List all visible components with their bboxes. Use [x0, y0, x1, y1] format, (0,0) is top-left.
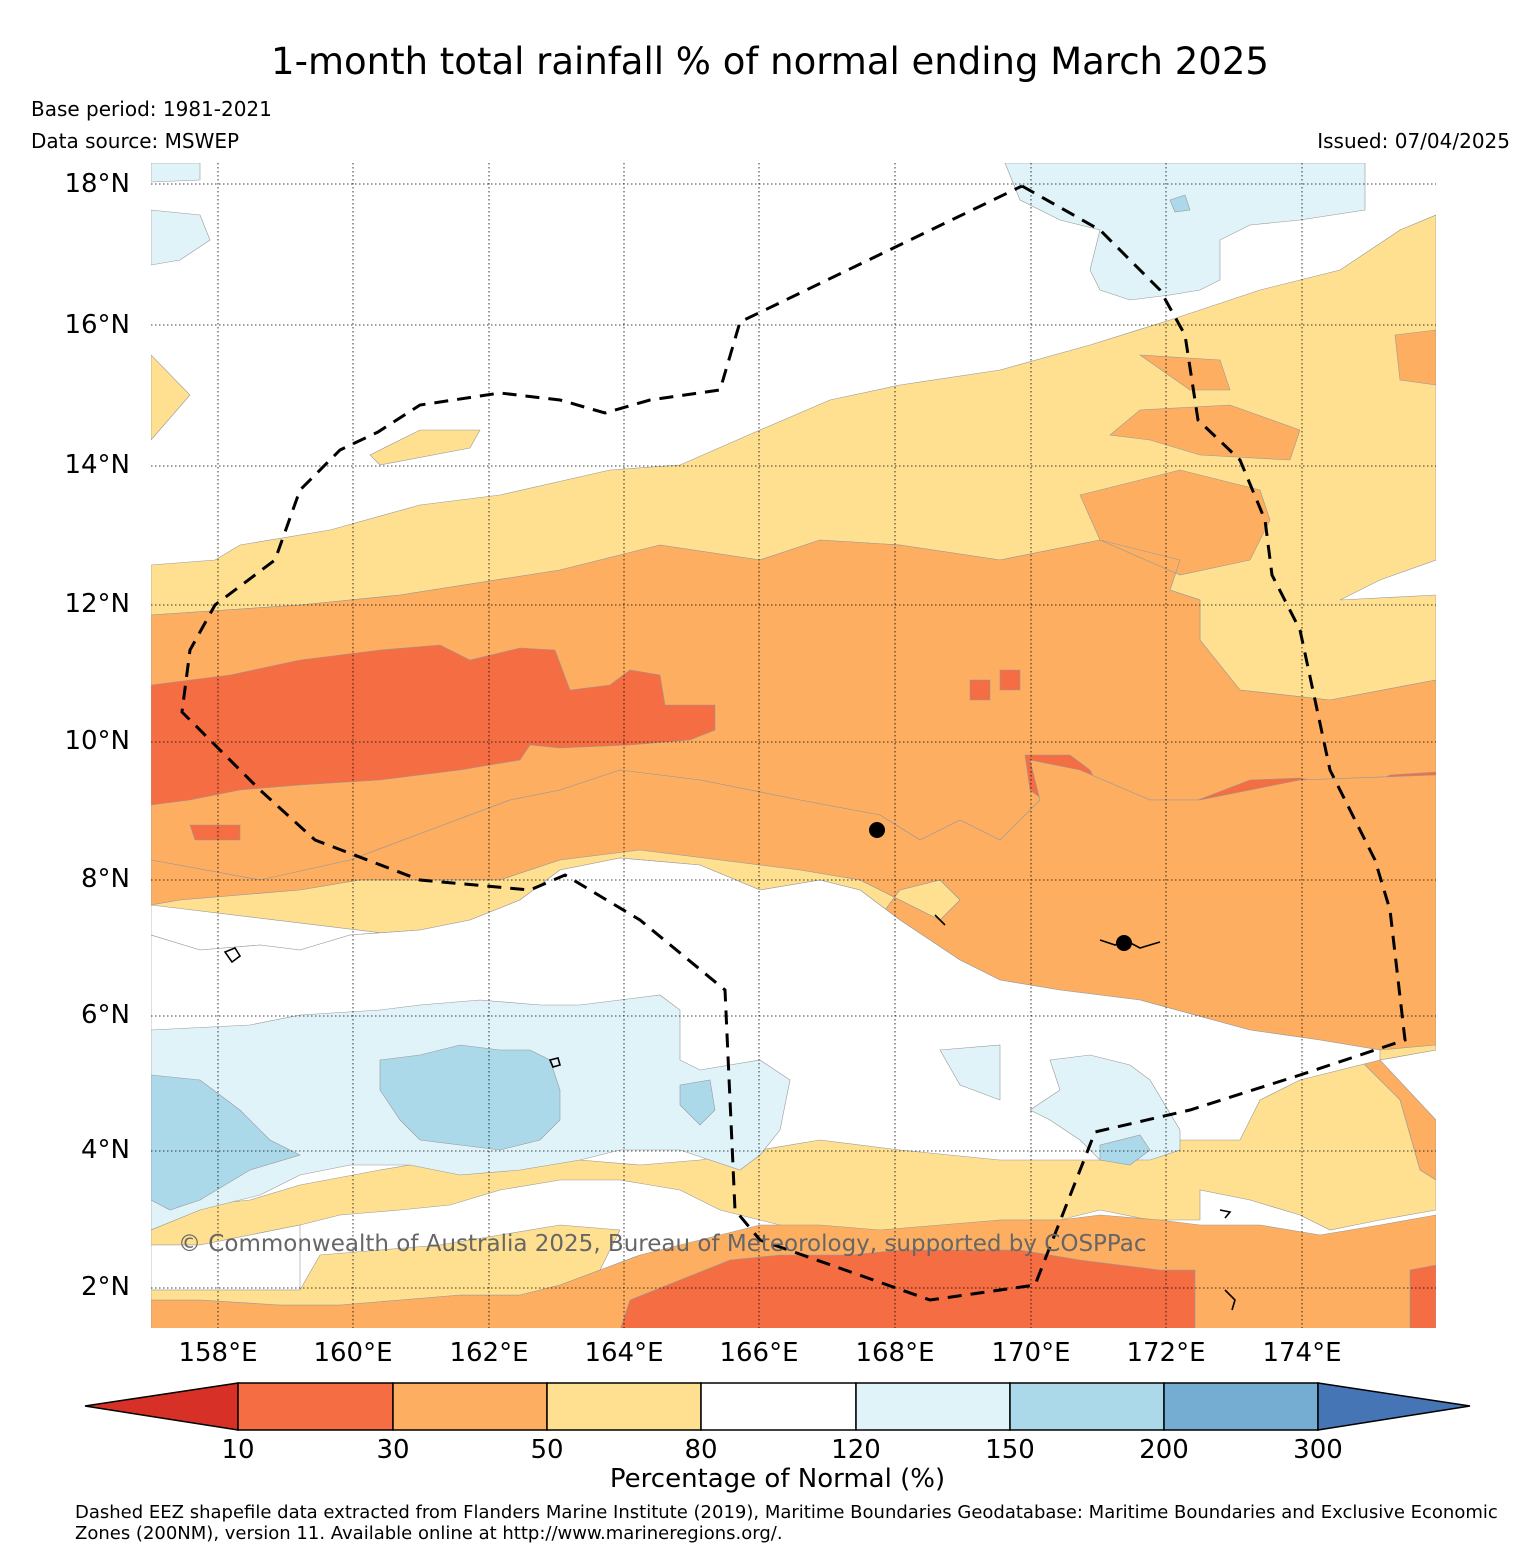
lon-label: 162°E	[449, 1338, 529, 1368]
lon-label: 164°E	[584, 1338, 664, 1368]
data-source: Data source: MSWEP	[31, 129, 240, 153]
eez-boundary	[180, 184, 1407, 1302]
band-150-200-lower	[151, 194, 1191, 1211]
colorbar-extend-low	[84, 1382, 239, 1431]
colorbar-extend-high	[1317, 1382, 1471, 1431]
lat-label: 2°N	[81, 1272, 130, 1302]
lon-label: 174°E	[1262, 1338, 1342, 1368]
colorbar-bin	[855, 1382, 1011, 1431]
lon-label: 168°E	[855, 1338, 935, 1368]
band-50-80-south	[151, 1224, 621, 1306]
colorbar-label: Percentage of Normal (%)	[609, 1464, 946, 1494]
colorbar-bin	[392, 1382, 548, 1431]
lon-label: 160°E	[313, 1338, 393, 1368]
base-period: Base period: 1981-2021	[31, 97, 272, 121]
colorbar-tick: 50	[530, 1435, 564, 1465]
colorbar-bin	[700, 1382, 857, 1431]
lat-label: 18°N	[64, 169, 130, 199]
lat-label: 12°N	[64, 589, 130, 619]
colorbar-tick: 200	[1139, 1435, 1189, 1465]
lat-label: 10°N	[64, 726, 130, 756]
eez-credit: Dashed EEZ shapefile data extracted from…	[75, 1502, 1498, 1544]
location-marker	[869, 822, 885, 838]
lat-label: 4°N	[81, 1135, 130, 1165]
colorbar-bin	[546, 1382, 702, 1431]
colorbar-tick: 150	[985, 1435, 1035, 1465]
lon-label: 172°E	[1126, 1338, 1206, 1368]
rainfall-map: © Commonwealth of Australia 2025, Bureau…	[151, 163, 1436, 1328]
colorbar-tick: 120	[831, 1435, 881, 1465]
lat-label: 8°N	[81, 864, 130, 894]
lon-label: 166°E	[719, 1338, 799, 1368]
copyright-watermark: © Commonwealth of Australia 2025, Bureau…	[178, 1231, 1147, 1257]
colorbar-tick: 10	[221, 1435, 255, 1465]
lon-label: 158°E	[178, 1338, 258, 1368]
colorbar-bin	[1163, 1382, 1319, 1431]
colorbar-tick: 300	[1293, 1435, 1343, 1465]
location-marker	[1116, 935, 1132, 951]
colorbar-tick: 80	[684, 1435, 718, 1465]
lon-label: 170°E	[991, 1338, 1071, 1368]
issued-date: Issued: 07/04/2025	[1317, 129, 1510, 153]
colorbar-bin	[237, 1382, 394, 1431]
lat-label: 14°N	[64, 450, 130, 480]
lat-label: 6°N	[81, 1000, 130, 1030]
map-title: 1-month total rainfall % of normal endin…	[271, 40, 1269, 83]
colorbar	[84, 1382, 1471, 1431]
band-120-150-lower	[151, 163, 1366, 1231]
lat-label: 16°N	[64, 310, 130, 340]
colorbar-bin	[1009, 1382, 1165, 1431]
colorbar-tick: 30	[376, 1435, 410, 1465]
